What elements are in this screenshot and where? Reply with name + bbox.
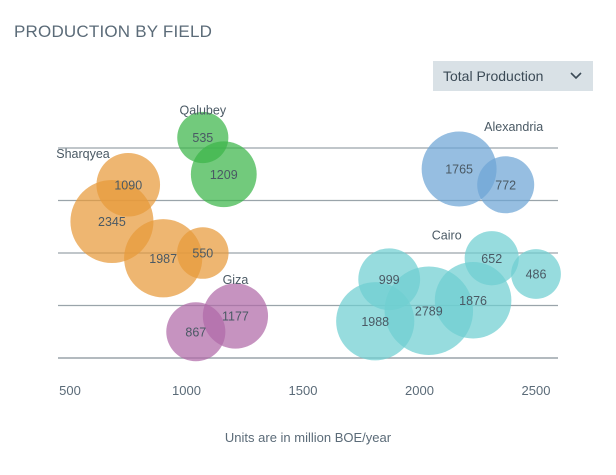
- dropdown-selected-value: Total Production: [443, 68, 544, 84]
- production-dropdown[interactable]: Total Production: [433, 61, 593, 91]
- x-tick-label: 2500: [522, 383, 551, 398]
- chevron-down-icon[interactable]: [569, 71, 583, 81]
- bubble-qalubey[interactable]: [177, 111, 229, 164]
- bubble-value-label: 535: [192, 131, 213, 145]
- bubble-value-label: 772: [495, 178, 516, 192]
- bubble-value-label: 1987: [149, 252, 177, 266]
- bubble-cairo[interactable]: [464, 231, 519, 286]
- bubble-value-label: 2345: [98, 215, 126, 229]
- x-axis-caption: Units are in million BOE/year: [224, 430, 392, 445]
- bubble-value-label: 1090: [114, 178, 142, 192]
- page-title: PRODUCTION BY FIELD: [14, 22, 213, 41]
- bubble-sharqyea[interactable]: [177, 227, 229, 279]
- series-label-cairo: Cairo: [432, 228, 462, 242]
- bubble-value-label: 1765: [445, 163, 473, 177]
- x-tick-label: 1000: [172, 383, 201, 398]
- bubble-cairo[interactable]: [511, 249, 561, 299]
- series-label-sharqyea: Sharqyea: [56, 147, 110, 161]
- bubble-value-label: 999: [379, 273, 400, 287]
- bubble-value-label: 486: [526, 268, 547, 282]
- x-tick-label: 1500: [289, 383, 318, 398]
- bubble-giza[interactable]: [166, 302, 226, 362]
- bubble-value-label: 1876: [459, 294, 487, 308]
- bubble-value-label: 2789: [415, 304, 443, 318]
- x-tick-label: 2000: [405, 383, 434, 398]
- bubble-cairo[interactable]: [358, 248, 421, 311]
- bubble-sharqyea[interactable]: [96, 152, 161, 217]
- series-label-alexandria: Alexandria: [484, 120, 543, 134]
- series-label-qalubey: Qalubey: [180, 104, 227, 118]
- bubble-value-label: 1209: [210, 168, 238, 182]
- bubble-value-label: 652: [481, 252, 502, 266]
- bubble-alexandria[interactable]: [477, 156, 535, 214]
- bubble-value-label: 550: [192, 247, 213, 261]
- x-tick-label: 500: [59, 383, 81, 398]
- bubble-value-label: 1988: [361, 315, 389, 329]
- series-label-giza: Giza: [223, 273, 249, 287]
- bubble-value-label: 1177: [222, 310, 249, 324]
- bubble-value-label: 867: [185, 325, 206, 339]
